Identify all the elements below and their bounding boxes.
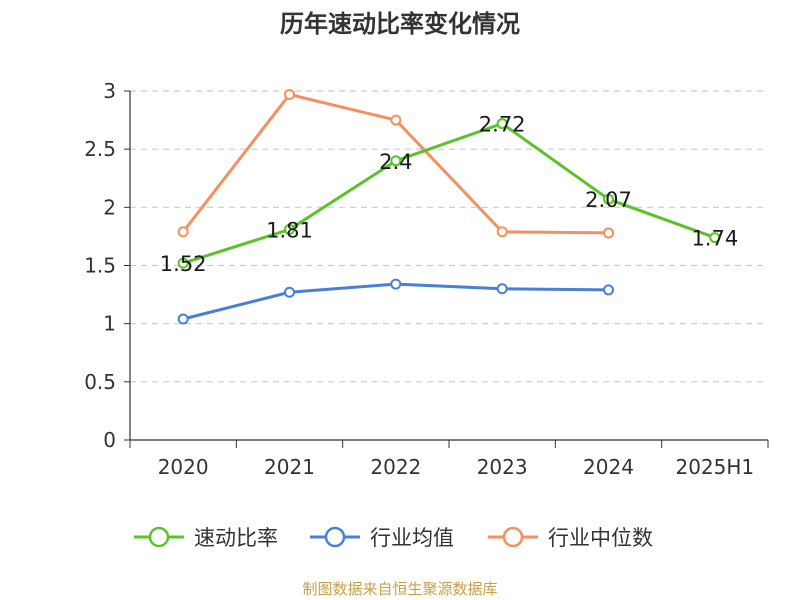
data-label: 1.81 <box>266 218 313 242</box>
legend-label[interactable]: 速动比率 <box>194 526 278 550</box>
data-point[interactable] <box>177 257 189 269</box>
data-label: 2.07 <box>585 188 632 212</box>
series-line <box>182 122 716 265</box>
x-tick-label: 2020 <box>158 455 209 479</box>
y-tick-label: 2.5 <box>84 137 116 161</box>
data-point[interactable] <box>284 88 295 100</box>
legend-marker <box>502 526 524 548</box>
data-label: 2.72 <box>479 113 526 137</box>
grid-lines <box>130 90 768 383</box>
legend: 速动比率 行业均值 行业中位数 <box>134 526 653 550</box>
x-tick-label: 2021 <box>264 455 315 479</box>
legend-marker <box>324 526 346 548</box>
y-tick-label: 0 <box>103 428 116 452</box>
legend-label[interactable]: 行业均值 <box>370 526 454 550</box>
data-point[interactable] <box>603 284 614 296</box>
y-tick-label: 3 <box>103 79 116 103</box>
data-point[interactable] <box>177 226 189 238</box>
x-tick-label: 2025H1 <box>675 455 754 479</box>
y-tick-label: 2 <box>103 195 116 219</box>
data-point[interactable] <box>390 114 402 126</box>
data-point[interactable] <box>390 278 402 290</box>
legend-label[interactable]: 行业中位数 <box>548 526 653 550</box>
data-point[interactable] <box>284 223 295 235</box>
y-tick-label: 0.5 <box>84 370 116 394</box>
y-tick-label: 1 <box>103 312 116 336</box>
data-label: 1.52 <box>160 252 207 276</box>
data-labels: 1.52 1.81 2.4 2.72 2.07 1.74 <box>160 113 738 277</box>
data-point[interactable] <box>177 313 189 325</box>
data-point[interactable] <box>603 227 614 239</box>
series-layer <box>177 88 721 325</box>
x-tick-label: 2023 <box>477 455 528 479</box>
data-point[interactable] <box>496 283 508 295</box>
data-point[interactable] <box>284 286 295 298</box>
x-tick-label: 2024 <box>583 455 634 479</box>
legend-marker <box>148 526 170 548</box>
data-point[interactable] <box>709 232 721 244</box>
data-label: 2.4 <box>379 150 412 174</box>
chart-title: 历年速动比率变化情况 <box>280 10 520 38</box>
data-point[interactable] <box>603 193 614 205</box>
x-tick-label: 2022 <box>370 455 421 479</box>
data-point[interactable] <box>496 118 508 130</box>
data-label: 1.74 <box>691 227 738 251</box>
data-point[interactable] <box>390 155 402 167</box>
data-point[interactable] <box>496 226 508 238</box>
source-note: 制图数据来自恒生聚源数据库 <box>302 580 497 598</box>
y-tick-label: 1.5 <box>84 254 116 278</box>
